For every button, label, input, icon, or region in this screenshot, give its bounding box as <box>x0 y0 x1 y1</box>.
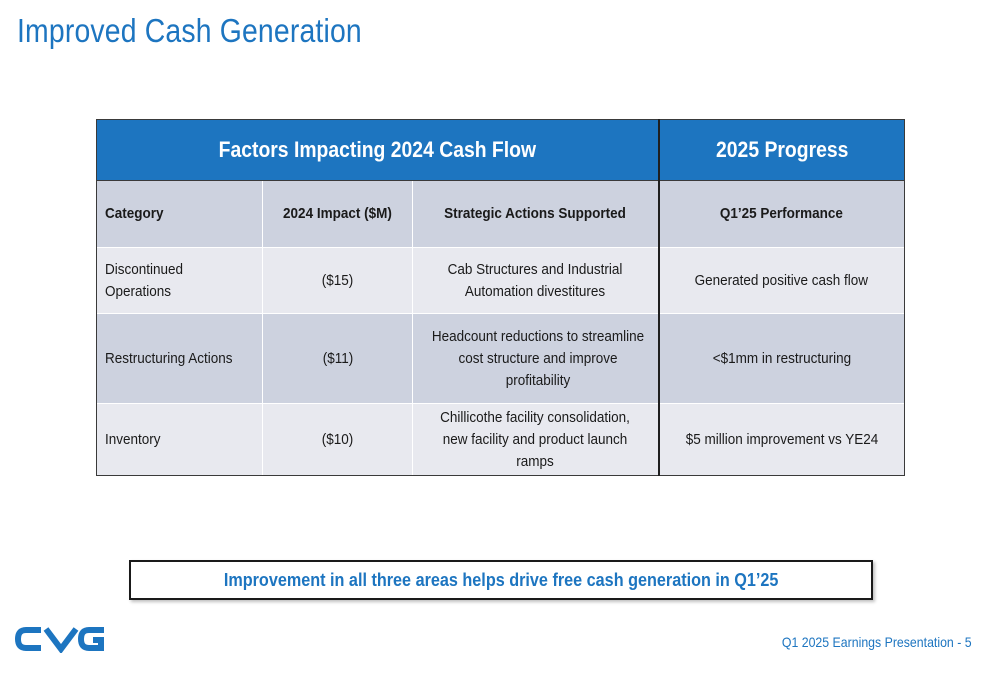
group-header-factors: Factors Impacting 2024 Cash Flow <box>95 119 660 181</box>
row-actions: Cab Structures and Industrial Automation… <box>411 247 660 314</box>
row-actions: Headcount reductions to streamline cost … <box>411 313 660 404</box>
row-impact: ($10) <box>262 403 413 476</box>
row-impact: ($15) <box>262 247 413 314</box>
group-header-row: Factors Impacting 2024 Cash Flow 2025 Pr… <box>95 119 906 181</box>
takeaway-text: Improvement in all three areas helps dri… <box>223 569 779 590</box>
column-header-impact: 2024 Impact ($M) <box>262 180 413 248</box>
column-header-row: Category 2024 Impact ($M) Strategic Acti… <box>96 180 906 248</box>
table-row: Discontinued Operations ($15) Cab Struct… <box>96 247 906 314</box>
cash-flow-table: Factors Impacting 2024 Cash Flow 2025 Pr… <box>95 119 906 476</box>
table-row: Inventory ($10) Chillicothe facility con… <box>96 403 906 476</box>
slide-title: Improved Cash Generation <box>17 12 362 49</box>
row-category: Inventory <box>96 403 263 476</box>
row-actions: Chillicothe facility consolidation, new … <box>411 403 660 476</box>
group-header-progress: 2025 Progress <box>658 119 906 181</box>
row-performance: $5 million improvement vs YE24 <box>658 403 906 476</box>
column-header-actions: Strategic Actions Supported <box>411 180 660 248</box>
row-impact: ($11) <box>262 313 413 404</box>
row-category: Restructuring Actions <box>96 313 263 404</box>
page-footer: Q1 2025 Earnings Presentation - 5 <box>782 634 972 650</box>
row-category: Discontinued Operations <box>96 247 263 314</box>
takeaway-callout: Improvement in all three areas helps dri… <box>129 560 873 600</box>
row-performance: <$1mm in restructuring <box>658 313 906 404</box>
column-header-category: Category <box>96 180 263 248</box>
row-performance: Generated positive cash flow <box>658 247 906 314</box>
table-row: Restructuring Actions ($11) Headcount re… <box>96 313 906 404</box>
cvg-logo <box>15 627 104 653</box>
column-header-performance: Q1’25 Performance <box>658 180 906 248</box>
